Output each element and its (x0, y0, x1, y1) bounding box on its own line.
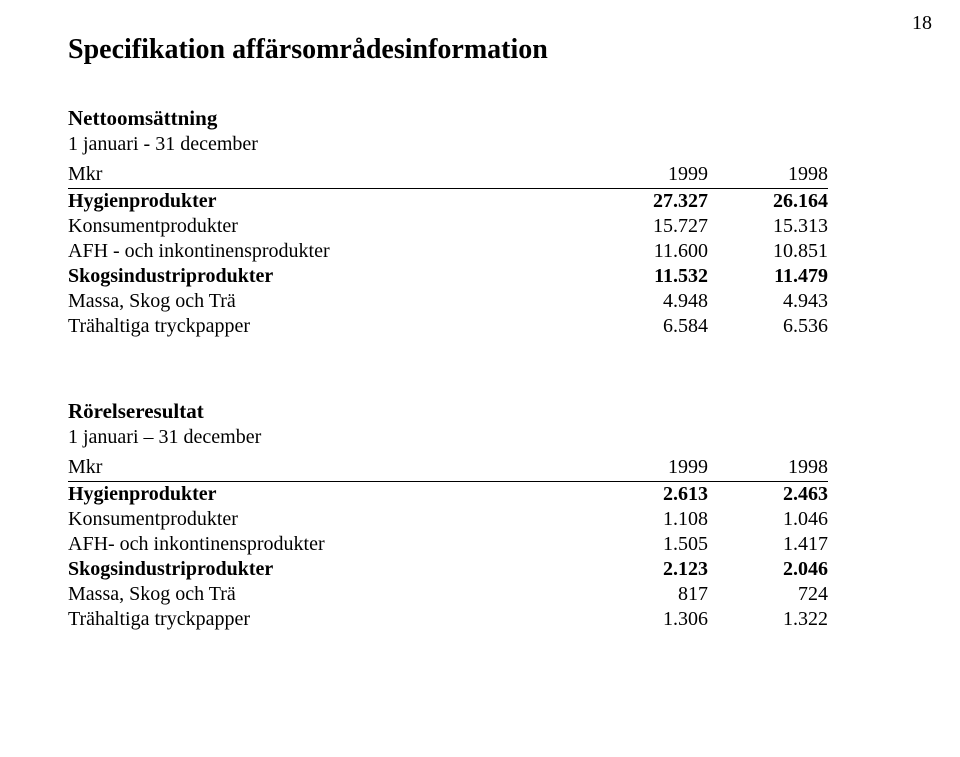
row-value-2: 2.463 (708, 482, 828, 508)
section-period-1: 1 januari - 31 december (68, 133, 892, 156)
row-label: Trähaltiga tryckpapper (68, 314, 588, 339)
row-value-2: 724 (708, 582, 828, 607)
row-value-1: 2.123 (588, 557, 708, 582)
row-label: Hygienprodukter (68, 189, 588, 215)
row-label: Hygienprodukter (68, 482, 588, 508)
row-value-2: 1.046 (708, 507, 828, 532)
row-value-1: 1.505 (588, 532, 708, 557)
row-label: AFH - och inkontinensprodukter (68, 239, 588, 264)
col-label: Mkr (68, 455, 588, 482)
page-number: 18 (912, 12, 932, 35)
row-value-2: 10.851 (708, 239, 828, 264)
row-label: Skogsindustriprodukter (68, 557, 588, 582)
table-row: Massa, Skog och Trä4.9484.943 (68, 289, 828, 314)
page-title: Specifikation affärsområdesinformation (68, 34, 892, 66)
row-value-2: 1.417 (708, 532, 828, 557)
col-year-1: 1999 (588, 455, 708, 482)
row-label: AFH- och inkontinensprodukter (68, 532, 588, 557)
table-row: Skogsindustriprodukter11.53211.479 (68, 264, 828, 289)
table-header-row: Mkr 1999 1998 (68, 162, 828, 189)
row-label: Massa, Skog och Trä (68, 289, 588, 314)
table-nettoomsattning: Mkr 1999 1998 Hygienprodukter27.32726.16… (68, 162, 828, 339)
row-value-1: 1.306 (588, 607, 708, 632)
page-content: Specifikation affärsområdesinformation N… (0, 0, 960, 632)
col-year-2: 1998 (708, 455, 828, 482)
table-row: Konsumentprodukter15.72715.313 (68, 214, 828, 239)
table-header-row: Mkr 1999 1998 (68, 455, 828, 482)
table-row: Hygienprodukter2.6132.463 (68, 482, 828, 508)
table-row: Skogsindustriprodukter2.1232.046 (68, 557, 828, 582)
row-label: Trähaltiga tryckpapper (68, 607, 588, 632)
section-period-2: 1 januari – 31 december (68, 426, 892, 449)
table-rorelseresultat: Mkr 1999 1998 Hygienprodukter2.6132.463K… (68, 455, 828, 632)
table-row: Trähaltiga tryckpapper6.5846.536 (68, 314, 828, 339)
row-value-2: 6.536 (708, 314, 828, 339)
row-label: Massa, Skog och Trä (68, 582, 588, 607)
row-label: Konsumentprodukter (68, 214, 588, 239)
row-value-2: 11.479 (708, 264, 828, 289)
table-row: Trähaltiga tryckpapper1.3061.322 (68, 607, 828, 632)
table-row: Konsumentprodukter1.1081.046 (68, 507, 828, 532)
row-value-2: 15.313 (708, 214, 828, 239)
row-value-1: 1.108 (588, 507, 708, 532)
section-heading-1: Nettoomsättning (68, 106, 892, 131)
row-value-2: 2.046 (708, 557, 828, 582)
row-value-1: 2.613 (588, 482, 708, 508)
table-row: Massa, Skog och Trä817724 (68, 582, 828, 607)
row-label: Konsumentprodukter (68, 507, 588, 532)
row-label: Skogsindustriprodukter (68, 264, 588, 289)
table-row: AFH- och inkontinensprodukter1.5051.417 (68, 532, 828, 557)
row-value-2: 26.164 (708, 189, 828, 215)
col-year-2: 1998 (708, 162, 828, 189)
section-heading-2: Rörelseresultat (68, 399, 892, 424)
row-value-2: 4.943 (708, 289, 828, 314)
row-value-2: 1.322 (708, 607, 828, 632)
table-row: AFH - och inkontinensprodukter11.60010.8… (68, 239, 828, 264)
row-value-1: 817 (588, 582, 708, 607)
table-row: Hygienprodukter27.32726.164 (68, 189, 828, 215)
row-value-1: 27.327 (588, 189, 708, 215)
col-label: Mkr (68, 162, 588, 189)
row-value-1: 11.532 (588, 264, 708, 289)
row-value-1: 4.948 (588, 289, 708, 314)
row-value-1: 6.584 (588, 314, 708, 339)
row-value-1: 15.727 (588, 214, 708, 239)
col-year-1: 1999 (588, 162, 708, 189)
row-value-1: 11.600 (588, 239, 708, 264)
